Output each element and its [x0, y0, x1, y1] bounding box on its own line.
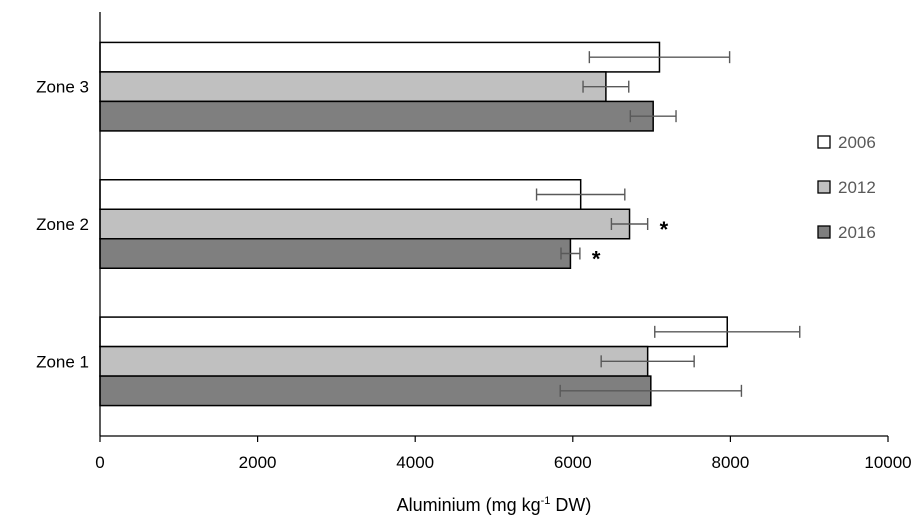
x-tick-label: 4000 [396, 453, 434, 472]
bar-zone-1-2016 [99, 375, 652, 407]
legend-item-2016: 2016 [817, 223, 876, 242]
bar-zone-3-2012 [99, 71, 607, 103]
legend-swatch [817, 225, 831, 239]
legend: 2006 2012 2016 [817, 133, 876, 242]
significance-asterisk: * [660, 217, 669, 242]
legend-label: 2006 [838, 133, 876, 152]
error-bar-zone-3-2012 [582, 80, 630, 93]
error-bar-zone-2-2006 [535, 188, 626, 201]
legend-label: 2012 [838, 178, 876, 197]
category-label: Zone 1 [36, 352, 89, 371]
legend-item-2006: 2006 [817, 133, 876, 152]
x-tick-label: 0 [95, 453, 104, 472]
error-bar-zone-3-2006 [588, 51, 731, 64]
bar-zone-3-2006 [99, 41, 661, 73]
bar-zone-1-2006 [99, 316, 728, 348]
error-bar-zone-1-2016 [559, 384, 743, 397]
category-label: Zone 2 [36, 215, 89, 234]
error-bar-zone-2-2012 [610, 218, 649, 230]
bar-zone-3-2016 [99, 100, 654, 132]
bar-zone-2-2006 [99, 179, 582, 210]
x-tick-label: 8000 [711, 453, 749, 472]
legend-swatch [817, 135, 831, 149]
x-ticks-layer: 0 2000 4000 6000 8000 10000 [95, 436, 912, 472]
category-labels-layer: Zone 1 Zone 2 Zone 3 [36, 78, 89, 372]
x-axis-title-superscript: -1 [541, 495, 551, 507]
category-label: Zone 3 [36, 78, 89, 97]
legend-item-2012: 2012 [817, 178, 876, 197]
legend-label: 2016 [838, 223, 876, 242]
bar-zone-2-2016 [99, 238, 572, 269]
error-bar-zone-2-2016 [560, 247, 581, 260]
error-bar-zone-3-2016 [629, 110, 677, 123]
x-tick-label: 10000 [864, 453, 911, 472]
x-axis-title: Aluminium (mg kg-1 DW) [397, 495, 592, 515]
bar-zone-2-2012 [99, 208, 631, 240]
x-axis-title-tail: DW) [550, 495, 591, 515]
x-tick-label: 6000 [554, 453, 592, 472]
bars-layer [99, 41, 728, 407]
x-axis-title-main: Aluminium (mg kg [397, 495, 541, 515]
error-bar-zone-1-2012 [600, 355, 695, 368]
bar-zone-1-2012 [99, 345, 649, 377]
error-bars-layer [535, 51, 801, 397]
significance-asterisk: * [592, 247, 601, 272]
legend-swatch [817, 180, 831, 194]
annotations-layer: ** [592, 217, 669, 272]
x-tick-label: 2000 [239, 453, 277, 472]
error-bar-zone-1-2006 [654, 325, 801, 338]
